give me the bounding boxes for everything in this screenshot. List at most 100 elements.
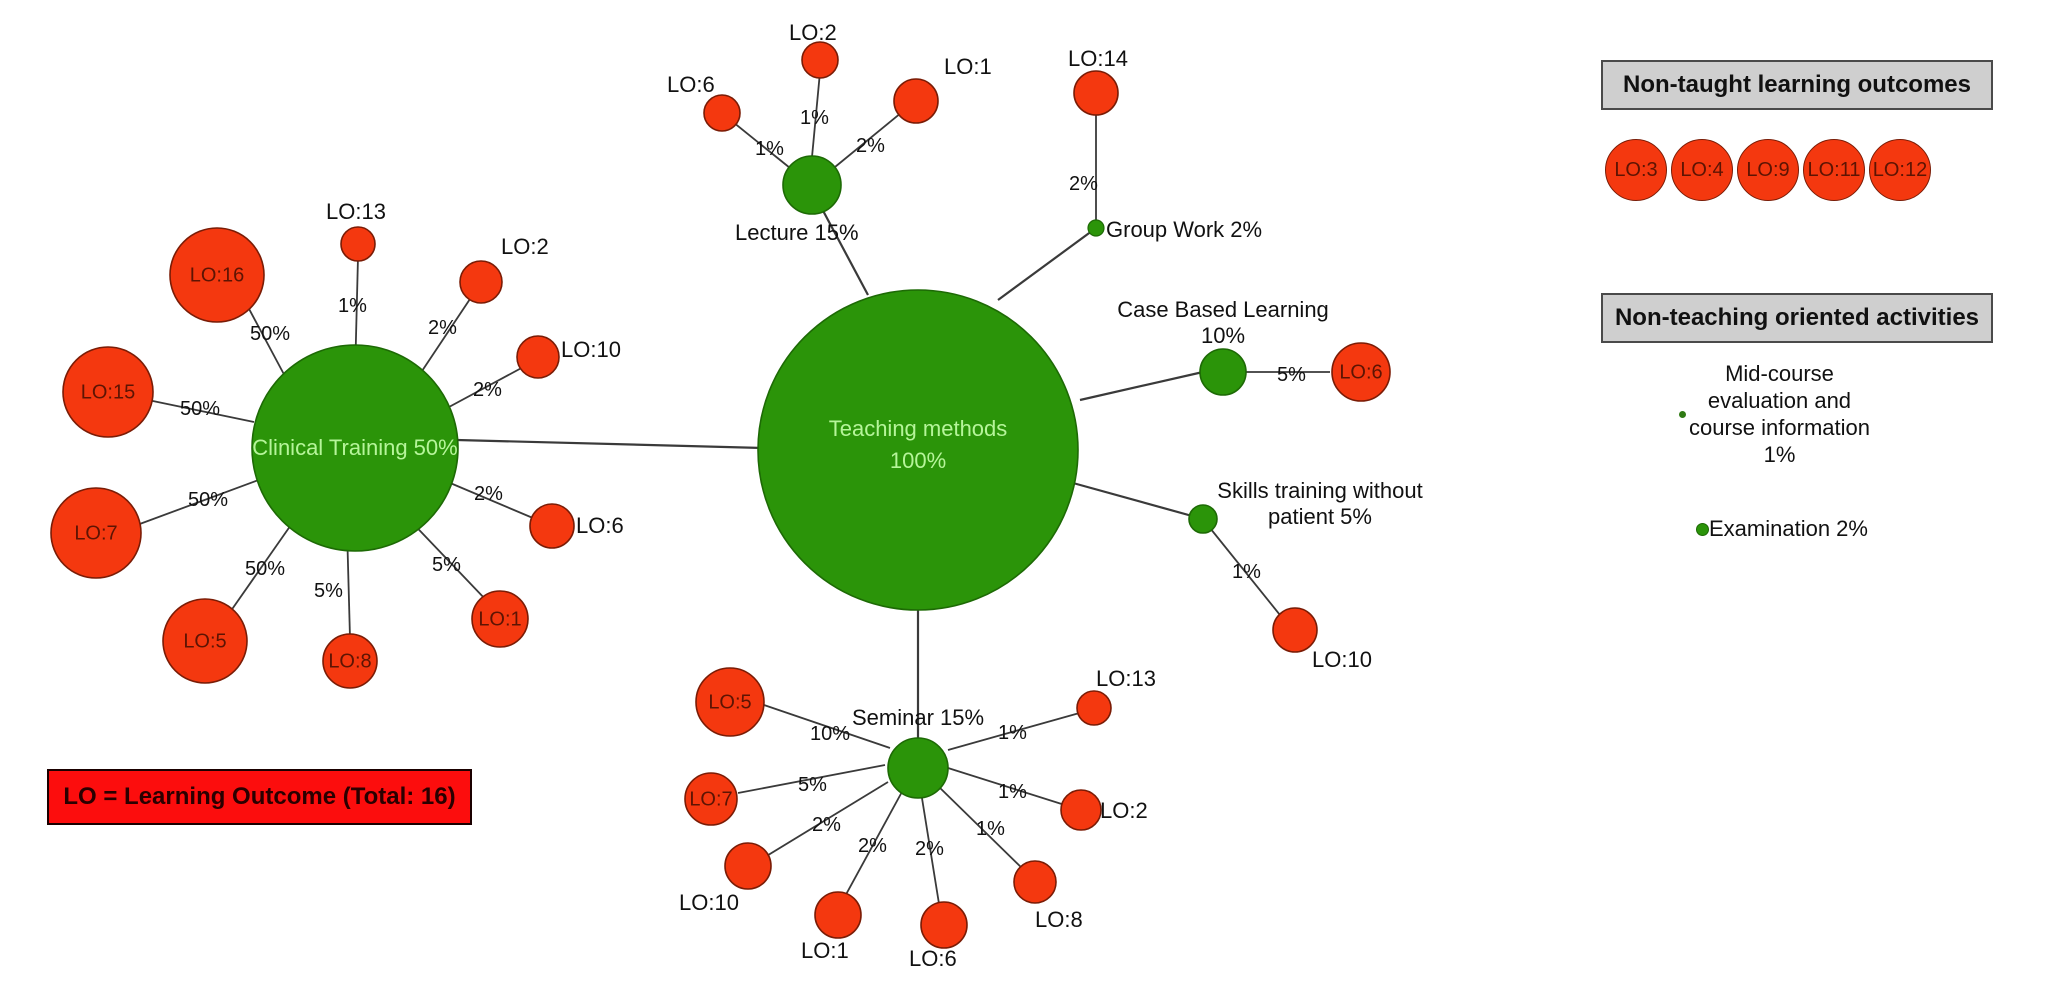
edge-teaching-skills [1072, 481, 1204, 521]
edge-seminar-lo6 [920, 791, 941, 911]
node-seminar-lo7[interactable]: LO:7 [684, 772, 738, 826]
label-skills-lo10: LO:10 [1312, 647, 1372, 672]
node-seminar-lo2[interactable] [1060, 789, 1102, 831]
edge-seminar-lo8 [936, 784, 1027, 873]
edge-clinical-lo2 [413, 295, 473, 384]
node-lecture[interactable] [782, 155, 842, 215]
edge-label-clinical-lo15: 50% [180, 398, 220, 420]
node-clinical-training-label: Clinical Training 50% [252, 435, 457, 460]
node-lecture-lo2[interactable] [801, 41, 839, 79]
edge-clinical-lo15 [147, 399, 255, 423]
edge-lecture-lo6 [727, 117, 791, 169]
edge-teaching-groupwork [997, 227, 1097, 301]
edge-label-lecture-lo2: 1% [800, 107, 829, 129]
examination-label: Examination 2% [1709, 516, 1868, 541]
edge-label-seminar-lo1: 2% [858, 835, 887, 857]
edge-teaching-casebased [1079, 370, 1204, 402]
node-lecture-lo1[interactable] [893, 78, 939, 124]
lo-key-legend: LO = Learning Outcome (Total: 16) [47, 769, 472, 825]
edge-label-lecture-lo6: 1% [755, 138, 784, 160]
edge-lecture-lo2 [811, 71, 821, 158]
edge-clinical-lo7 [136, 477, 265, 526]
edge-seminar-lo1 [842, 789, 904, 901]
node-clinical-lo8[interactable]: LO:8 [322, 633, 378, 689]
non-teaching-header: Non-teaching oriented activities [1601, 293, 1993, 343]
label-skills-line1: Skills training without [1217, 478, 1422, 503]
node-seminar-lo6[interactable] [920, 901, 968, 949]
node-clinical-training[interactable]: Clinical Training 50% [251, 344, 459, 552]
label-lecture-lo6: LO:6 [667, 72, 715, 97]
node-seminar[interactable] [887, 737, 949, 799]
node-seminar-lo5[interactable]: LO:5 [695, 667, 765, 737]
edge-label-groupwork-lo14: 2% [1069, 173, 1098, 195]
node-clinical-lo16-label: LO:16 [190, 264, 244, 286]
label-seminar-lo8: LO:8 [1035, 907, 1083, 932]
label-case-based-line1: Case Based Learning [1117, 297, 1329, 322]
non-taught-header: Non-taught learning outcomes [1601, 60, 1993, 110]
non-taught-outcomes-list: LO:3 LO:4 LO:9 LO:11 LO:12 [1605, 138, 1995, 202]
non-taught-chip-lo11[interactable]: LO:11 [1803, 139, 1865, 201]
mid-course-line1: Mid-course [1725, 361, 1834, 386]
edge-label-clinical-lo1: 5% [432, 554, 461, 576]
non-taught-chip-lo3[interactable]: LO:3 [1605, 139, 1667, 201]
node-clinical-lo2[interactable] [459, 260, 503, 304]
non-teaching-item-examination: Examination 2% [1601, 516, 1993, 542]
mid-course-label: Mid-course evaluation and course informa… [1689, 360, 1870, 468]
edge-clinical-lo10 [435, 364, 528, 415]
node-clinical-lo1[interactable]: LO:1 [471, 590, 529, 648]
node-lecture-lo6[interactable] [703, 94, 741, 132]
node-clinical-lo6[interactable] [529, 503, 575, 549]
label-seminar-lo6: LO:6 [909, 946, 957, 971]
label-clinical-lo10: LO:10 [561, 337, 621, 362]
non-teaching-activities-list: Mid-course evaluation and course informa… [1601, 360, 1993, 542]
edge-label-clinical-lo6: 2% [474, 483, 503, 505]
label-seminar-lo1: LO:1 [801, 938, 849, 963]
node-teaching-methods[interactable]: Teaching methods 100% [757, 289, 1079, 611]
edge-label-clinical-lo5: 50% [245, 558, 285, 580]
edge-seminar-lo7 [737, 764, 886, 794]
label-seminar-lo13: LO:13 [1096, 666, 1156, 691]
node-seminar-lo5-label: LO:5 [708, 691, 751, 713]
edge-clinical-lo5 [227, 511, 301, 616]
label-clinical-lo13: LO:13 [326, 199, 386, 224]
node-clinical-lo5[interactable]: LO:5 [162, 598, 248, 684]
edge-skills-lo10 [1209, 527, 1289, 626]
node-clinical-lo15[interactable]: LO:15 [62, 346, 154, 438]
node-clinical-lo16[interactable]: LO:16 [169, 227, 265, 323]
node-casebased-lo6[interactable]: LO:6 [1331, 342, 1391, 402]
node-clinical-lo13[interactable] [340, 226, 376, 262]
label-lecture: Lecture 15% [735, 220, 859, 245]
non-taught-chip-lo9[interactable]: LO:9 [1737, 139, 1799, 201]
edge-label-casebased-lo6: 5% [1277, 364, 1306, 386]
node-seminar-lo1[interactable] [814, 891, 862, 939]
edge-label-seminar-lo13: 1% [998, 722, 1027, 744]
edge-seminar-lo5 [763, 704, 891, 749]
non-teaching-item-mid-course: Mid-course evaluation and course informa… [1601, 360, 1993, 468]
edges-layer [136, 71, 1330, 911]
non-taught-chip-lo12[interactable]: LO:12 [1869, 139, 1931, 201]
node-seminar-lo7-label: LO:7 [689, 788, 732, 810]
green-dot-icon [1679, 410, 1686, 418]
node-seminar-lo13[interactable] [1076, 690, 1112, 726]
node-seminar-lo10[interactable] [724, 842, 772, 890]
non-taught-chip-lo4[interactable]: LO:4 [1671, 139, 1733, 201]
node-clinical-lo10[interactable] [516, 335, 560, 379]
node-skills-training[interactable] [1188, 504, 1218, 534]
edge-seminar-lo13 [947, 711, 1084, 751]
node-clinical-lo7[interactable]: LO:7 [50, 487, 142, 579]
mid-course-line4: 1% [1763, 442, 1796, 467]
node-seminar-lo8[interactable] [1013, 860, 1057, 904]
edge-label-clinical-lo13: 1% [338, 295, 367, 317]
node-skills-lo10[interactable] [1272, 607, 1318, 653]
node-group-work[interactable] [1087, 219, 1105, 237]
node-case-based-learning[interactable] [1199, 348, 1247, 396]
edge-label-seminar-lo2: 1% [998, 781, 1027, 803]
label-skills-line2: patient 5% [1268, 504, 1372, 529]
node-groupwork-lo14[interactable] [1073, 70, 1119, 116]
edge-label-seminar-lo10: 2% [812, 814, 841, 836]
node-clinical-lo15-label: LO:15 [81, 381, 135, 403]
node-teaching-methods-label-line2: 100% [890, 448, 946, 473]
node-clinical-lo1-label: LO:1 [478, 608, 521, 630]
edge-label-clinical-lo2: 2% [428, 317, 457, 339]
